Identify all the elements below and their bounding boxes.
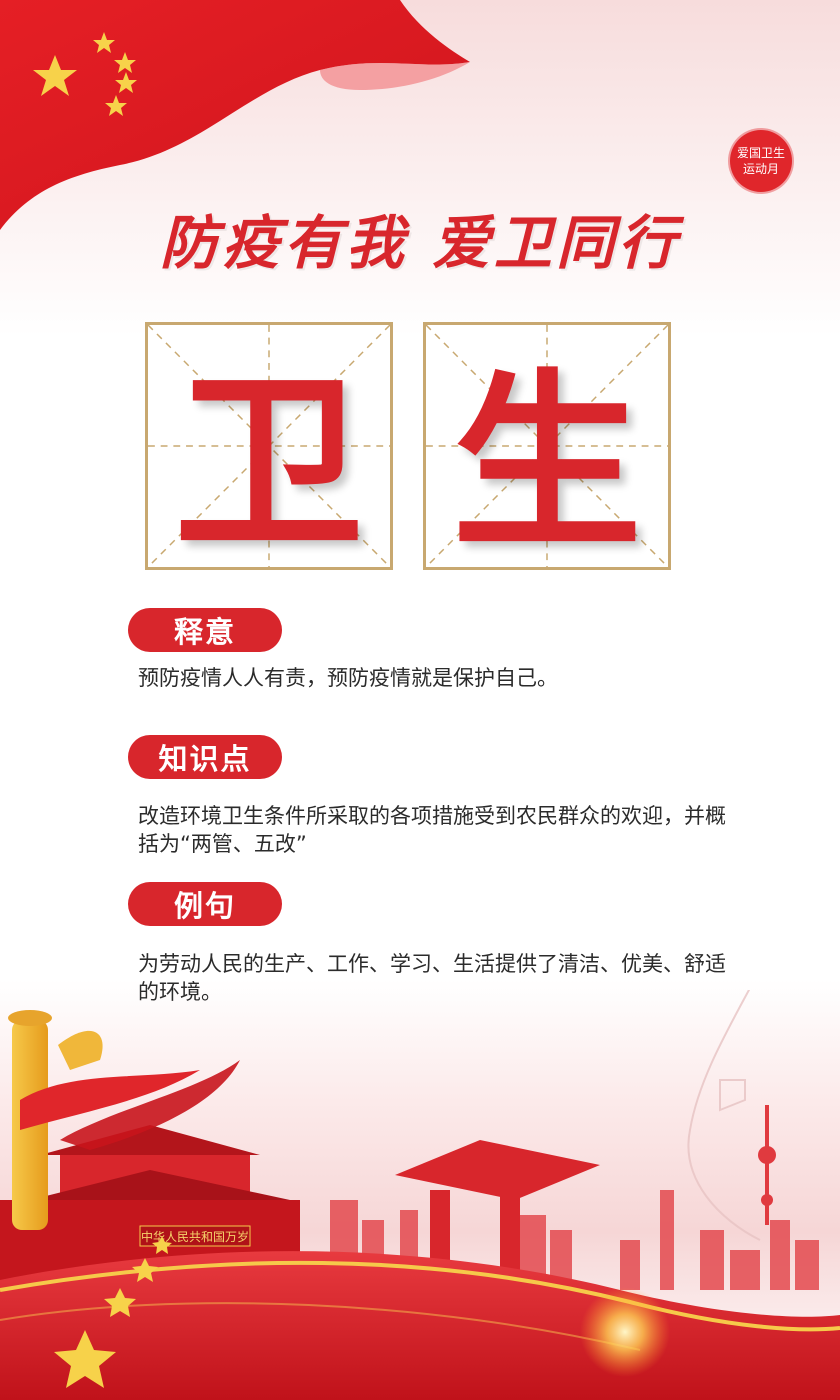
section-title-knowledge: 知识点 <box>128 735 282 779</box>
seal-line-2: 运动月 <box>742 162 779 176</box>
character-tile-1: 卫 <box>145 322 393 574</box>
character-sheng: 生 <box>451 352 642 574</box>
tile-grid-lines <box>148 325 390 567</box>
national-flag-graphic <box>0 0 470 230</box>
character-wei: 卫 <box>173 352 364 574</box>
section-body-meaning: 预防疫情人人有责，预防疫情就是保护自己。 <box>138 666 558 690</box>
character-tile-2: 生 <box>423 322 671 574</box>
section-title-meaning: 释意 <box>128 608 282 652</box>
landmark-skyline-graphic: 中华人民共和国万岁 <box>0 990 840 1400</box>
slogan-title: 防疫有我 爱卫同行 <box>159 209 681 277</box>
tiananmen-banner-text: 中华人民共和国万岁 <box>141 1229 249 1244</box>
tile-grid-lines <box>426 325 668 567</box>
section-body-knowledge: 改造环境卫生条件所采取的各项措施受到农民群众的欢迎，并概括为“两管、五改” <box>138 804 726 856</box>
section-body-example: 为劳动人民的生产、工作、学习、生活提供了清洁、优美、舒适的环境。 <box>138 952 726 1004</box>
campaign-seal: 爱国卫生 运动月 <box>730 130 792 192</box>
seal-line-1: 爱国卫生 <box>736 146 785 160</box>
section-title-example: 例句 <box>128 882 282 926</box>
